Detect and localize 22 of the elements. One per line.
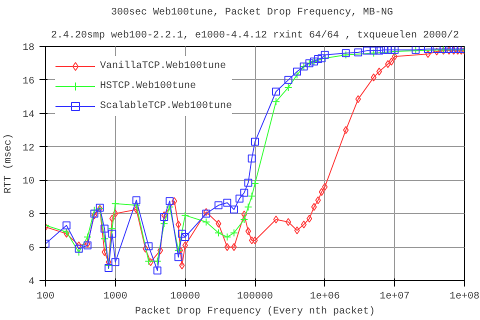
y-tick-label: 10	[22, 176, 35, 188]
y-tick-label: 6	[28, 244, 35, 255]
x-tick-label: 1e+08	[450, 292, 480, 302]
legend-label: VanillaTCP.Web100tune	[100, 60, 226, 72]
x-tick-label: 100000	[236, 292, 274, 302]
y-axis-title: RTT (msec)	[2, 133, 14, 194]
y-tick-label: 4	[28, 277, 35, 288]
y-tick-label: 18	[22, 43, 35, 54]
y-tick-label: 8	[28, 210, 35, 222]
legend-label: HSTCP.Web100tune	[100, 80, 196, 92]
x-tick-label: 1e+06	[310, 292, 340, 302]
chart-subtitle: 2.4.20smp web100-2.2.1, e1000-4.4.12 rxint 64/64 , txqueuelen 2000/2	[50, 30, 460, 42]
x-tick-label: 10000	[170, 292, 200, 302]
x-tick-label: 1000	[103, 292, 128, 302]
y-tick-label: 12	[22, 143, 35, 154]
x-tick-label: 100	[36, 292, 55, 302]
chart-title: 300sec Web100tune, Packet Drop Frequency, MB-NG	[110, 6, 394, 18]
y-tick-label: 14	[22, 110, 35, 121]
x-tick-label: 1e+07	[380, 292, 410, 302]
legend-label: ScalableTCP.Web100tune	[100, 100, 232, 112]
x-axis-title: Packet Drop Frequency (Every nth packet)	[134, 306, 376, 318]
y-tick-label: 16	[22, 76, 35, 88]
